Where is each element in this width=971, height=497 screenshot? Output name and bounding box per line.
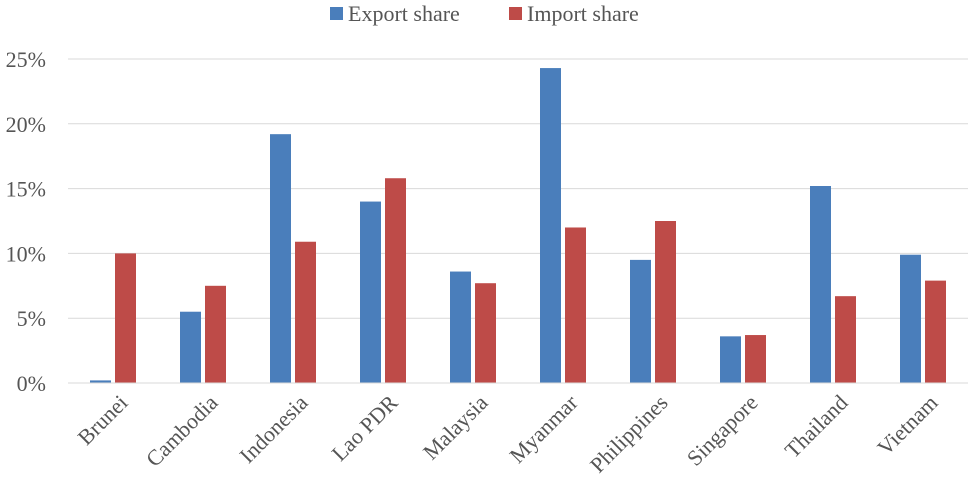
category-label: Singapore	[682, 390, 763, 471]
legend: Export share Import share	[330, 1, 639, 26]
category-label: Brunei	[73, 390, 133, 450]
export-share-bar	[270, 134, 291, 383]
category-label: Thailand	[780, 390, 853, 463]
category-label: Malaysia	[418, 390, 493, 465]
y-tick-label: 10%	[6, 241, 46, 266]
export-share-bar	[810, 186, 831, 383]
export-share-bar	[630, 259, 651, 383]
export-share-bar	[90, 380, 111, 383]
export-share-bar	[360, 201, 381, 383]
gridlines	[68, 58, 968, 319]
y-tick-label: 5%	[17, 306, 46, 331]
import-share-bar	[115, 253, 136, 383]
import-share-bar	[835, 296, 856, 383]
export-share-bar	[450, 271, 471, 383]
y-tick-label: 15%	[6, 177, 46, 202]
import-share-bar	[385, 178, 406, 383]
y-tick-label: 0%	[17, 371, 46, 396]
category-label: Vietnam	[872, 390, 942, 460]
import-share-bar	[655, 221, 676, 383]
legend-label-export: Export share	[348, 1, 460, 26]
y-axis-ticks: 0% 5% 10% 15% 20% 25%	[6, 47, 46, 396]
import-share-bar	[205, 285, 226, 383]
bars	[90, 68, 946, 384]
category-label: Cambodia	[141, 390, 223, 472]
category-label: Myanmar	[504, 389, 583, 468]
export-share-bar	[540, 68, 561, 384]
category-label: Indonesia	[234, 390, 312, 468]
import-share-bar	[565, 227, 586, 383]
import-share-bar	[745, 335, 766, 383]
export-share-bar	[900, 254, 921, 383]
y-tick-label: 25%	[6, 47, 46, 72]
legend-swatch-export	[330, 7, 343, 20]
category-labels: Brunei Cambodia Indonesia Lao PDR Malaysia My…	[73, 389, 943, 477]
legend-swatch-import	[509, 7, 522, 20]
y-tick-label: 20%	[6, 112, 46, 137]
import-share-bar	[295, 241, 316, 383]
legend-label-import: Import share	[527, 1, 639, 26]
category-label: Philippines	[585, 390, 673, 478]
export-share-bar	[180, 311, 201, 383]
import-share-bar	[925, 280, 946, 383]
export-share-bar	[720, 336, 741, 383]
import-share-bar	[475, 283, 496, 383]
category-label: Lao PDR	[327, 390, 403, 466]
